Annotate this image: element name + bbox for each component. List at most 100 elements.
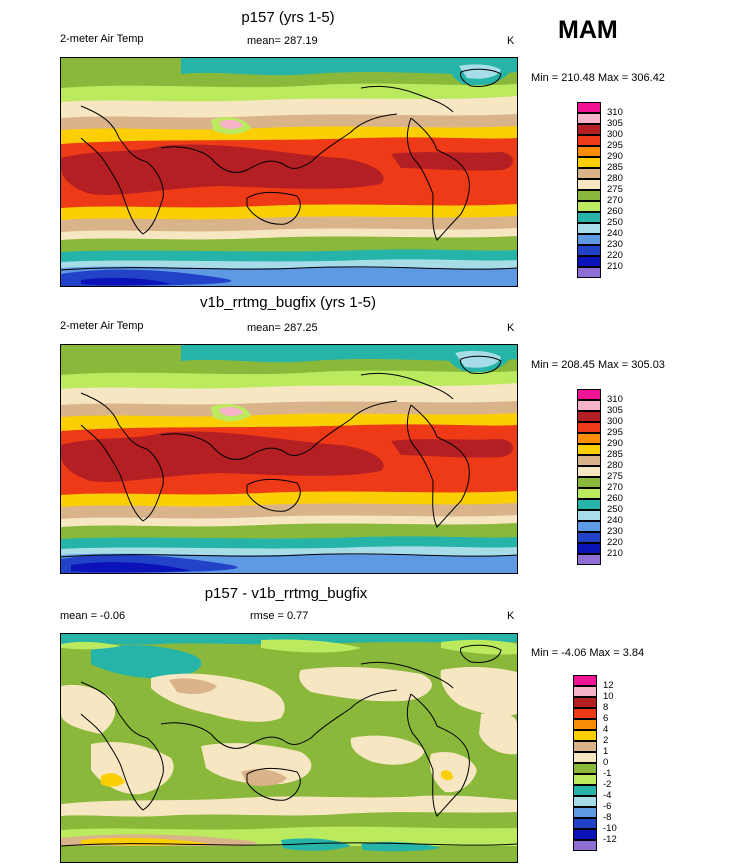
panel-1-colorbar-label: 260: [607, 206, 623, 217]
panel-2-swatch: [577, 466, 601, 477]
panel-2-swatch: [577, 444, 601, 455]
panel-3-swatch: [573, 708, 597, 719]
panel-1-colorbar: 310 305 300 295 290 285 280 275 270 260 …: [577, 102, 637, 282]
panel-1-colorbar-label: 275: [607, 184, 623, 195]
panel-1-swatch: [577, 245, 601, 256]
panel-1-swatch: [577, 256, 601, 267]
panel-1-swatch: [577, 157, 601, 168]
panel-1-colorbar-label: 290: [607, 151, 623, 162]
panel-2-swatch: [577, 389, 601, 400]
panel-2-colorbar: 310 305 300 295 290 285 280 275 270 260 …: [577, 389, 637, 569]
panel-3-colorbar-label: -4: [603, 790, 612, 801]
panel-2-colorbar-label: 290: [607, 438, 623, 449]
panel-2-variable-label: 2-meter Air Temp: [60, 320, 144, 332]
panel-2-swatch: [577, 433, 601, 444]
panel-3-swatch: [573, 686, 597, 697]
panel-3-mean-label: mean = -0.06: [60, 610, 126, 622]
panel-3-colorbar-label: -12: [603, 834, 617, 845]
panel-2-swatch: [577, 532, 601, 543]
panel-1-swatch: [577, 267, 601, 278]
panel-3-swatch: [573, 752, 597, 763]
panel-2-swatch: [577, 400, 601, 411]
panel-1-colorbar-label: 240: [607, 228, 623, 239]
panel-3-swatch: [573, 675, 597, 686]
panel-1-mean-label: mean= 287.19: [247, 35, 318, 47]
panel-1-swatch: [577, 168, 601, 179]
panel-1-swatch: [577, 146, 601, 157]
panel-2-colorbar-label: 305: [607, 405, 623, 416]
panel-1-title: p157 (yrs 1-5): [241, 9, 335, 26]
panel-3-colorbar-label: -6: [603, 801, 612, 812]
panel-3-title: p157 - v1b_rrtmg_bugfix: [204, 585, 368, 602]
panel-2-colorbar-label: 275: [607, 471, 623, 482]
panel-3-units: K: [507, 610, 515, 622]
panel-1-swatch: [577, 135, 601, 146]
panel-3-swatch: [573, 774, 597, 785]
panel-2-colorbar-label: 295: [607, 427, 623, 438]
panel-2-colorbar-label: 310: [607, 394, 623, 405]
season-title: MAM: [558, 16, 618, 44]
panel-2-swatch: [577, 411, 601, 422]
panel-3-swatch: [573, 818, 597, 829]
panel-3-minmax: Min = -4.06 Max = 3.84: [531, 647, 645, 659]
panel-3-swatch: [573, 763, 597, 774]
panel-3-swatch: [573, 840, 597, 851]
panel-1-colorbar-label: 310: [607, 107, 623, 118]
panel-2-swatch: [577, 521, 601, 532]
panel-1-colorbar-label: 305: [607, 118, 623, 129]
panel-1-swatch: [577, 113, 601, 124]
panel-1-swatch: [577, 201, 601, 212]
panel-3-colorbar-label: -1: [603, 768, 612, 779]
panel-2-swatch: [577, 422, 601, 433]
panel-2-colorbar-label: 260: [607, 493, 623, 504]
panel-3-swatch: [573, 807, 597, 818]
panel-1-colorbar-label: 250: [607, 217, 623, 228]
panel-3-colorbar-label: 4: [603, 724, 609, 735]
panel-1-colorbar-label: 210: [607, 261, 623, 272]
panel-1-swatch: [577, 190, 601, 201]
panel-2-swatch: [577, 455, 601, 466]
panel-1-swatch: [577, 212, 601, 223]
panel-2-colorbar-label: 285: [607, 449, 623, 460]
panel-2-swatch: [577, 477, 601, 488]
panel-3-colorbar-label: -10: [603, 823, 617, 834]
panel-2-map: [60, 344, 518, 574]
panel-2-colorbar-label: 220: [607, 537, 623, 548]
panel-3-swatch: [573, 829, 597, 840]
panel-2-colorbar-label: 280: [607, 460, 623, 471]
panel-3-colorbar-label: 0: [603, 757, 609, 768]
panel-1-swatch: [577, 102, 601, 113]
panel-2-colorbar-label: 230: [607, 526, 623, 537]
panel-1-colorbar-label: 270: [607, 195, 623, 206]
panel-1-map: [60, 57, 518, 287]
panel-3-colorbar-label: 1: [603, 746, 609, 757]
panel-1-swatch: [577, 234, 601, 245]
panel-1-colorbar-label: 280: [607, 173, 623, 184]
panel-3-colorbar-label: 8: [603, 702, 609, 713]
panel-1-minmax: Min = 210.48 Max = 306.42: [531, 72, 665, 84]
panel-2-swatch: [577, 510, 601, 521]
panel-3-swatch: [573, 785, 597, 796]
panel-1-colorbar-label: 230: [607, 239, 623, 250]
panel-2-mean-label: mean= 287.25: [247, 322, 318, 334]
panel-1-swatch: [577, 179, 601, 190]
panel-2-colorbar-label: 240: [607, 515, 623, 526]
panel-3-map: [60, 633, 518, 863]
panel-3-swatch: [573, 796, 597, 807]
panel-3-swatch: [573, 741, 597, 752]
panel-3-colorbar-label: -8: [603, 812, 612, 823]
panel-1-colorbar-label: 220: [607, 250, 623, 261]
panel-2-swatch: [577, 543, 601, 554]
panel-2-units: K: [507, 322, 515, 334]
panel-1-units: K: [507, 35, 515, 47]
panel-2-minmax: Min = 208.45 Max = 305.03: [531, 359, 665, 371]
panel-3-swatch: [573, 730, 597, 741]
panel-1-swatch: [577, 223, 601, 234]
panel-3-rmse-label: rmse = 0.77: [250, 610, 309, 622]
panel-1-colorbar-label: 285: [607, 162, 623, 173]
panel-3-colorbar-label: 12: [603, 680, 614, 691]
panel-1-colorbar-label: 295: [607, 140, 623, 151]
panel-2-colorbar-label: 210: [607, 548, 623, 559]
panel-3-colorbar-label: 6: [603, 713, 609, 724]
panel-3-colorbar-label: -2: [603, 779, 612, 790]
